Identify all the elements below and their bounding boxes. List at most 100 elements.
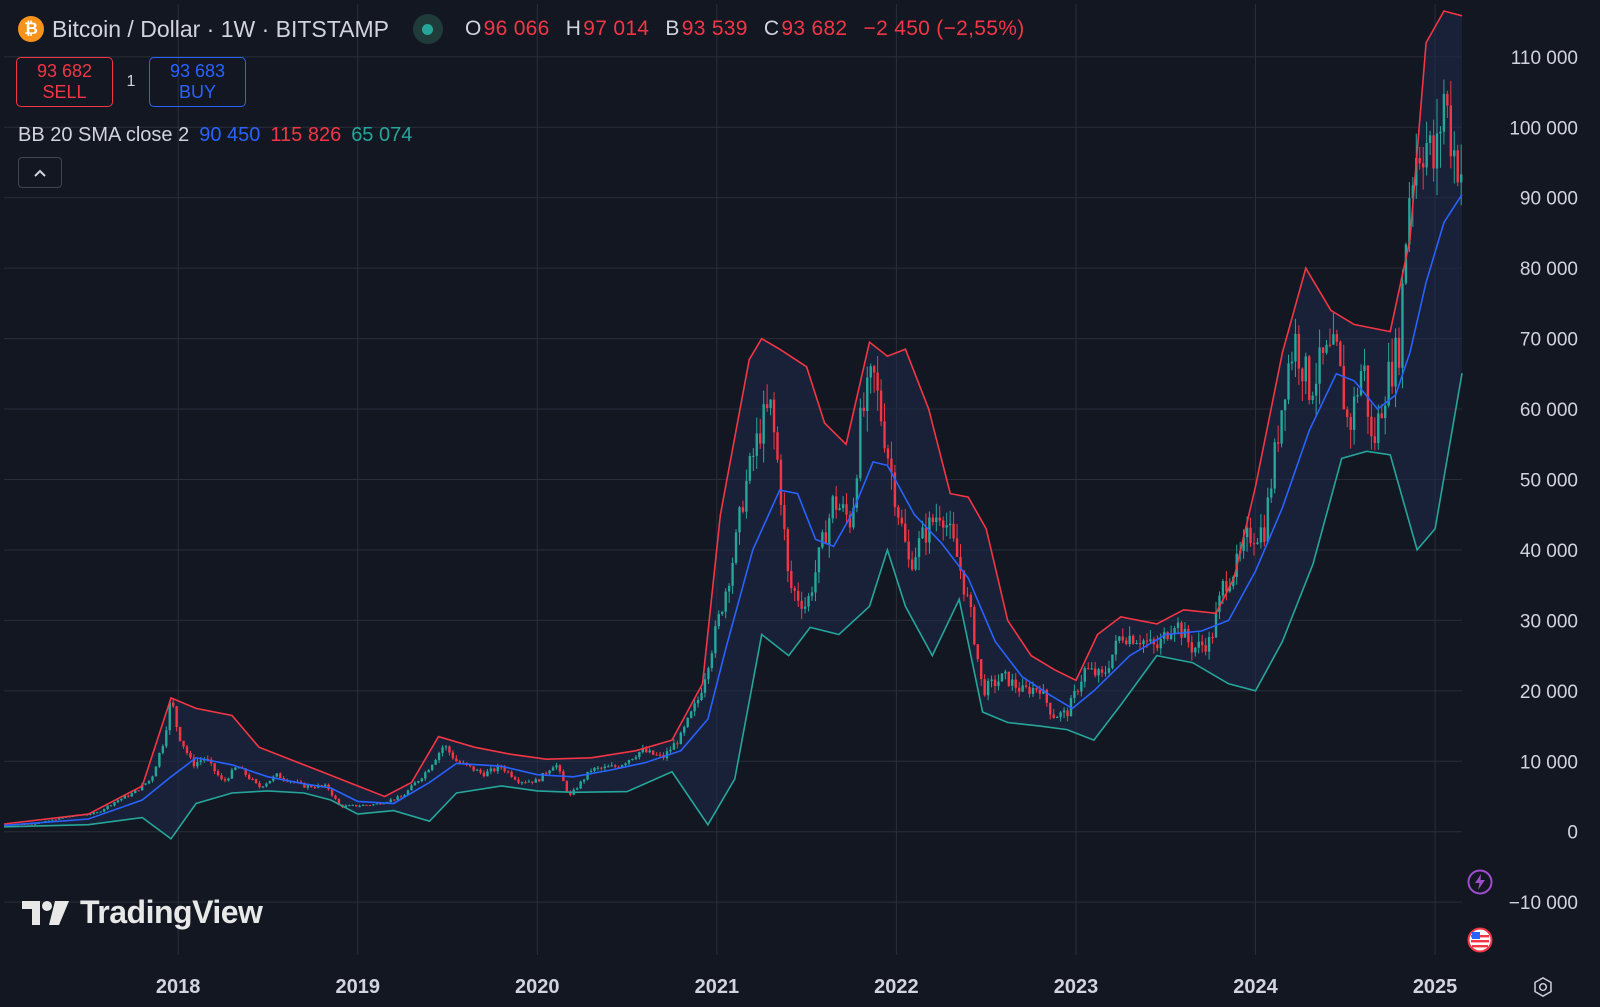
collapse-legend-button[interactable] bbox=[18, 157, 62, 188]
tradingview-brand[interactable]: TradingView bbox=[22, 894, 263, 931]
candle bbox=[417, 780, 420, 784]
candle bbox=[1104, 665, 1107, 677]
candle-body bbox=[1052, 714, 1055, 719]
candle-body bbox=[244, 768, 247, 775]
candle bbox=[966, 587, 969, 598]
y-tick-label: 100 000 bbox=[1509, 118, 1578, 139]
candle-body bbox=[1297, 333, 1301, 369]
candle bbox=[120, 798, 123, 802]
candle bbox=[1263, 514, 1266, 547]
market-status[interactable] bbox=[412, 14, 443, 44]
x-tick-label: 2019 bbox=[335, 976, 380, 998]
candle bbox=[942, 516, 945, 541]
y-tick-label: 60 000 bbox=[1520, 400, 1578, 421]
candle-body bbox=[1294, 333, 1297, 362]
candle-body bbox=[189, 753, 192, 758]
candle bbox=[1090, 662, 1093, 670]
candle bbox=[1446, 90, 1449, 119]
indicator-legend[interactable]: BB 20 SMA close 2 90 450 115 826 65 074 bbox=[18, 124, 412, 147]
candle-body bbox=[406, 790, 410, 796]
candle-body bbox=[96, 812, 99, 814]
candle-body bbox=[355, 804, 358, 807]
candle-body bbox=[1356, 395, 1359, 397]
candle bbox=[1121, 628, 1124, 644]
candle-body bbox=[1408, 198, 1411, 245]
candle-body bbox=[717, 614, 720, 627]
candle-body bbox=[745, 480, 748, 512]
candle bbox=[254, 778, 258, 784]
quantity-value[interactable]: 1 bbox=[126, 73, 136, 90]
candle bbox=[1207, 631, 1211, 660]
candle-body bbox=[990, 679, 993, 681]
candle-body bbox=[275, 773, 278, 777]
candle-body bbox=[948, 523, 952, 526]
candle-body bbox=[106, 805, 109, 810]
candle-body bbox=[310, 785, 313, 788]
candle-body bbox=[392, 799, 396, 801]
candle-body bbox=[303, 782, 306, 788]
candle bbox=[1280, 410, 1283, 448]
candle bbox=[1349, 413, 1352, 449]
us-flag-icon[interactable] bbox=[1467, 927, 1493, 953]
symbol-legend: ₿ Bitcoin / Dollar · 1W · BITSTAMP O96 0… bbox=[18, 14, 1035, 44]
candle bbox=[1397, 327, 1401, 376]
candle bbox=[1028, 682, 1031, 698]
candle bbox=[54, 819, 57, 821]
candle bbox=[272, 775, 275, 783]
x-tick-label: 2024 bbox=[1233, 976, 1278, 998]
candle bbox=[1059, 710, 1062, 722]
candle-body bbox=[1370, 416, 1373, 437]
candle-body bbox=[254, 779, 258, 784]
symbol-title[interactable]: Bitcoin / Dollar · 1W · BITSTAMP bbox=[52, 15, 389, 42]
candle bbox=[1304, 352, 1307, 395]
price-axis[interactable]: −10 000 0 10 000 20 000 30 000 40 000 50 000 60… bbox=[1509, 48, 1578, 914]
candle-body bbox=[1042, 689, 1045, 694]
candle bbox=[1017, 681, 1021, 697]
lightning-icon[interactable] bbox=[1467, 869, 1493, 895]
candle-body bbox=[123, 795, 127, 799]
candle-body bbox=[1266, 497, 1270, 542]
candle bbox=[51, 819, 54, 821]
buy-button[interactable]: 93 683 BUY bbox=[149, 57, 246, 107]
candle bbox=[482, 770, 486, 778]
time-axis[interactable]: 2018 2019 2020 2021 2022 2023 2024 2025 bbox=[156, 976, 1457, 998]
candle-body bbox=[790, 570, 793, 589]
candle-body bbox=[510, 771, 513, 778]
candle bbox=[434, 758, 437, 766]
candle bbox=[1308, 354, 1311, 405]
candle-body bbox=[216, 771, 220, 776]
candle-body bbox=[655, 754, 658, 756]
candle-body bbox=[838, 508, 841, 510]
candle bbox=[448, 745, 451, 756]
candle-body bbox=[976, 644, 979, 660]
candle-body bbox=[130, 793, 133, 797]
candle bbox=[475, 768, 479, 771]
candle-body bbox=[1283, 399, 1287, 411]
candle bbox=[676, 740, 679, 749]
candle-body bbox=[486, 771, 489, 777]
candle bbox=[1166, 631, 1169, 641]
candle-body bbox=[1007, 671, 1011, 686]
candle bbox=[189, 750, 192, 760]
candle bbox=[859, 398, 862, 482]
candle bbox=[1118, 635, 1121, 644]
candle-body bbox=[1394, 337, 1397, 387]
sell-button[interactable]: 93 682 SELL bbox=[16, 57, 113, 107]
candle-body bbox=[593, 767, 596, 771]
candle bbox=[1287, 354, 1290, 405]
candle bbox=[582, 778, 586, 784]
settings-gear-icon[interactable] bbox=[1532, 976, 1554, 998]
candle-body bbox=[828, 518, 831, 545]
candle-body bbox=[1435, 133, 1439, 169]
candle bbox=[1301, 367, 1304, 402]
y-tick-label: 20 000 bbox=[1520, 682, 1578, 703]
candle-body bbox=[351, 804, 354, 806]
candle bbox=[1156, 635, 1159, 652]
candle bbox=[182, 740, 185, 750]
y-tick-label: 90 000 bbox=[1520, 189, 1578, 210]
high-key: H bbox=[565, 17, 582, 40]
candle-body bbox=[1256, 542, 1259, 544]
candle-body bbox=[399, 796, 403, 798]
candle bbox=[479, 768, 482, 775]
